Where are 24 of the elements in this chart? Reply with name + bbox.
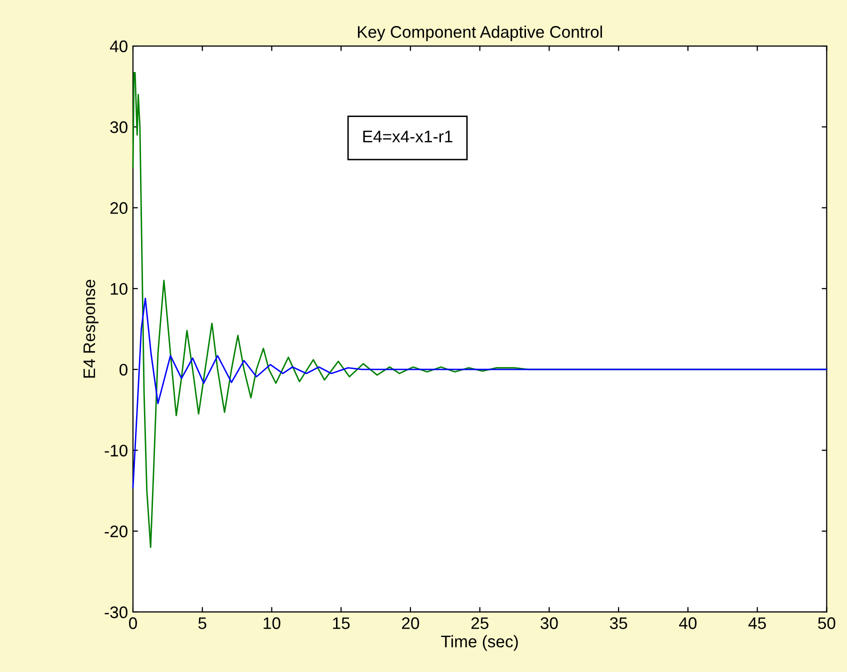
- y-tick-label: 30: [110, 121, 128, 134]
- x-tick-label: 50: [818, 617, 836, 630]
- line-series: [132, 298, 828, 488]
- x-tick-label: 25: [471, 617, 488, 630]
- chart-title: Key Component Adaptive Control: [358, 26, 602, 42]
- annotation: E4=x4-x1-r1: [363, 130, 452, 142]
- x-tick-label: 30: [540, 617, 558, 630]
- y-axis-title: E4 Response: [84, 280, 98, 378]
- x-tick-label: 35: [610, 617, 628, 630]
- x-tick-label: 20: [402, 617, 420, 630]
- x-tick-label: 0: [128, 617, 137, 630]
- y-tick-label: -30: [104, 606, 128, 618]
- x-tick-label: 10: [264, 617, 280, 630]
- x-tick-label: 5: [198, 617, 206, 630]
- y-tick-label: -20: [104, 526, 128, 538]
- x-tick-label: 45: [748, 617, 766, 630]
- y-tick-label: -10: [104, 444, 128, 456]
- y-tick-label: 10: [110, 282, 128, 295]
- y-tick-label: 0: [120, 364, 128, 376]
- x-tick-label: 40: [679, 617, 697, 630]
- x-axis-title: Time (sec): [441, 635, 518, 651]
- y-tick-label: 40: [110, 40, 128, 52]
- y-tick-label: 20: [110, 202, 128, 214]
- x-tick-label: 15: [333, 617, 350, 630]
